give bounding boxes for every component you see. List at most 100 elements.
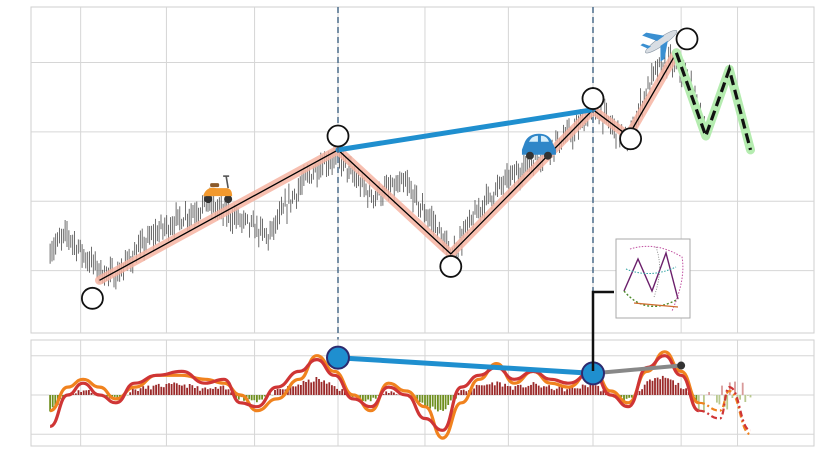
macd-histogram-bar bbox=[49, 395, 51, 412]
macd-histogram-bar bbox=[478, 385, 481, 395]
macd-histogram-bar bbox=[581, 384, 584, 395]
inset-curve bbox=[633, 302, 679, 308]
macd-histogram-bar-projected bbox=[726, 395, 729, 410]
macd-histogram-bar bbox=[157, 383, 160, 395]
macd-histogram-bar bbox=[139, 388, 142, 395]
macd-histogram-bar bbox=[237, 395, 240, 400]
car-icon bbox=[521, 133, 556, 160]
macd-histogram-bar bbox=[217, 388, 219, 395]
macd-histogram-bar bbox=[165, 384, 168, 395]
macd-histogram-bar-projected bbox=[708, 392, 710, 395]
wave-point-circle bbox=[439, 255, 463, 278]
macd-histogram-bar bbox=[682, 389, 685, 395]
inset-curve bbox=[625, 266, 677, 274]
macd-histogram-bar bbox=[292, 386, 294, 395]
macd-histogram-bar bbox=[512, 389, 514, 395]
macd-histogram-bar bbox=[302, 380, 305, 395]
scooter-stem bbox=[225, 175, 229, 189]
macd-histogram-bar bbox=[274, 390, 276, 395]
macd-histogram-bar bbox=[276, 388, 279, 395]
macd-histogram-bar-projected bbox=[734, 381, 736, 395]
car-wheel bbox=[525, 151, 534, 160]
macd-histogram-bar bbox=[594, 385, 597, 395]
macd-histogram-bar bbox=[387, 393, 390, 395]
wave-point-label bbox=[675, 27, 699, 51]
macd-histogram-bar bbox=[331, 385, 333, 395]
macd-histogram-bar bbox=[142, 386, 145, 395]
macd-histogram-bar bbox=[563, 391, 566, 395]
macd-histogram-bar bbox=[431, 395, 434, 407]
macd-histogram-bar bbox=[312, 381, 315, 395]
airplane-tail bbox=[640, 43, 651, 49]
airplane-wing bbox=[642, 32, 668, 62]
macd-histogram-bar bbox=[586, 387, 589, 395]
macd-grey-line bbox=[591, 363, 684, 376]
macd-histogram-bar bbox=[695, 395, 698, 403]
macd-histogram-bar bbox=[323, 380, 325, 395]
macd-histogram-bar bbox=[170, 384, 173, 395]
wave-point-circle bbox=[675, 27, 699, 51]
macd-histogram-bar bbox=[550, 388, 553, 395]
macd-histogram-bar bbox=[72, 394, 75, 395]
macd-histogram-bar bbox=[480, 385, 483, 395]
macd-histogram-bar bbox=[504, 383, 506, 395]
macd-histogram-bar bbox=[209, 388, 212, 395]
macd-wave-marker bbox=[326, 345, 350, 370]
macd-histogram-bar-projected bbox=[731, 395, 734, 398]
macd-histogram-bar bbox=[173, 382, 176, 395]
macd-histogram-bar bbox=[219, 386, 222, 395]
macd-histogram-bar bbox=[623, 395, 625, 401]
macd-histogram-bar bbox=[638, 391, 641, 395]
macd-histogram-bar bbox=[540, 387, 543, 395]
inset-wave-path bbox=[623, 250, 679, 300]
macd-histogram-bar bbox=[460, 390, 463, 395]
macd-histogram-bar bbox=[191, 385, 194, 395]
macd-histogram-bar bbox=[336, 388, 338, 395]
macd-histogram-bar bbox=[548, 385, 550, 395]
macd-trend-line bbox=[335, 355, 596, 376]
macd-histogram-bar bbox=[369, 395, 372, 402]
macd-histogram-bar bbox=[188, 384, 191, 395]
pattern-inset bbox=[591, 238, 691, 371]
wave-point-circle bbox=[619, 127, 643, 151]
macd-histogram-bar bbox=[131, 388, 134, 395]
wave-point-label bbox=[81, 286, 104, 310]
macd-histogram-bar bbox=[253, 395, 256, 401]
macd-histogram-bar bbox=[561, 387, 563, 395]
macd-histogram-bar bbox=[643, 384, 646, 395]
macd-histogram-bar bbox=[88, 390, 90, 395]
macd-histogram-bar bbox=[364, 395, 367, 402]
scooter-body bbox=[203, 187, 233, 197]
scooter-wheel bbox=[204, 195, 213, 204]
macd-histogram-bar bbox=[473, 388, 475, 395]
macd-histogram-bar bbox=[222, 385, 225, 395]
macd-histogram-bar bbox=[442, 395, 444, 411]
macd-histogram-bar bbox=[677, 382, 680, 395]
inset-connector bbox=[591, 290, 614, 371]
scooter-icon bbox=[203, 175, 233, 204]
macd-histogram-bar bbox=[597, 385, 600, 395]
scooter-wheel bbox=[224, 195, 233, 204]
macd-histogram-bar bbox=[194, 388, 196, 395]
macd-histogram-bar bbox=[553, 390, 556, 395]
macd-histogram-bar bbox=[390, 391, 393, 395]
macd-histogram-bar bbox=[527, 385, 530, 395]
macd-histogram-bar bbox=[530, 384, 532, 395]
macd-histogram-bar bbox=[341, 389, 344, 395]
macd-histogram-bar bbox=[664, 377, 667, 395]
macd-histogram-bar bbox=[449, 395, 452, 401]
macd-histogram-bar bbox=[651, 380, 654, 395]
macd-histogram-bar bbox=[134, 389, 137, 395]
macd-histogram-bar bbox=[421, 395, 424, 403]
macd-histogram-bar bbox=[493, 385, 496, 395]
macd-histogram-bar bbox=[77, 390, 80, 395]
macd-histogram-bar bbox=[294, 386, 297, 395]
macd-histogram-bar bbox=[362, 395, 364, 401]
macd-histogram-bar bbox=[75, 393, 77, 395]
macd-histogram-bar bbox=[496, 381, 499, 395]
macd-histogram-bar bbox=[625, 395, 628, 399]
macd-histogram-bar bbox=[444, 395, 447, 410]
macd-histogram-bar bbox=[85, 390, 88, 395]
price-plot-frame bbox=[30, 6, 815, 334]
